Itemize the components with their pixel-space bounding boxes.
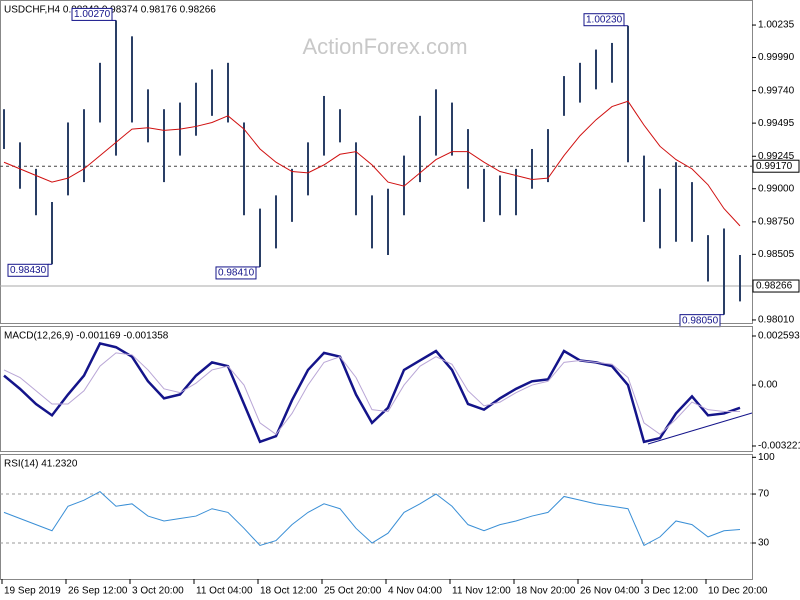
panel-frame [0, 454, 753, 580]
x-tick-label: 11 Oct 04:00 [196, 586, 253, 597]
x-tick-label: 11 Nov 12:00 [452, 586, 511, 597]
annotation-label: 0.98430 [10, 265, 47, 276]
trend-line [647, 412, 753, 445]
x-tick-label: 25 Oct 20:00 [324, 586, 382, 597]
y-tick-label: 30 [758, 538, 770, 549]
moving-average [3, 100, 741, 227]
annotation-label: 0.98050 [682, 315, 719, 326]
level-label: 0.99170 [756, 161, 793, 172]
annotation-box [583, 13, 625, 27]
y-tick-label: 0.00 [758, 380, 778, 391]
annotation-box [71, 7, 113, 21]
watermark: ActionForex.com [302, 34, 467, 59]
y-tick-label: 0.99000 [758, 183, 795, 194]
annotation-box [7, 263, 49, 277]
indicator-line [3, 490, 741, 547]
x-tick-label: 19 Sep 2019 [4, 586, 61, 597]
y-tick-label: 0.99245 [758, 151, 795, 162]
panel-title: RSI(14) 41.2320 [4, 459, 78, 470]
y-tick-label: 70 [758, 489, 770, 500]
x-tick-label: 26 Nov 04:00 [580, 586, 640, 597]
annotation-label: 1.00270 [74, 9, 111, 20]
y-tick-label: 100 [758, 452, 775, 463]
level-box [752, 159, 800, 173]
indicator-line [3, 341, 741, 444]
last-price-box [752, 279, 800, 293]
y-tick-label: 0.002593 [758, 331, 800, 342]
y-tick-label: 1.00235 [758, 20, 795, 31]
y-tick-label: 0.98505 [758, 249, 795, 260]
y-tick-label: 0.98010 [758, 315, 795, 326]
y-tick-label: 0.98750 [758, 217, 795, 228]
y-tick-label: 0.99740 [758, 85, 795, 96]
x-tick-label: 18 Oct 12:00 [260, 586, 318, 597]
x-tick-label: 4 Nov 04:00 [388, 586, 442, 597]
y-tick-label: -0.003221 [758, 441, 800, 452]
panel-frame [0, 326, 753, 452]
annotation-label: 0.98410 [218, 268, 255, 279]
x-tick-label: 3 Dec 12:00 [644, 586, 698, 597]
annotation-label: 1.00230 [586, 14, 623, 25]
x-tick-label: 18 Nov 20:00 [516, 586, 576, 597]
annotation-box [215, 266, 257, 280]
y-tick-label: 0.99495 [758, 118, 795, 129]
panel-title: MACD(12,26,9) -0.001169 -0.001358 [4, 331, 169, 342]
x-tick-label: 3 Oct 20:00 [132, 586, 184, 597]
x-tick-label: 26 Sep 12:00 [68, 586, 128, 597]
last-price-label: 0.98266 [756, 281, 793, 292]
y-tick-label: 0.99990 [758, 52, 795, 63]
indicator-line [3, 352, 740, 435]
x-tick-label: 10 Dec 20:00 [708, 586, 768, 597]
